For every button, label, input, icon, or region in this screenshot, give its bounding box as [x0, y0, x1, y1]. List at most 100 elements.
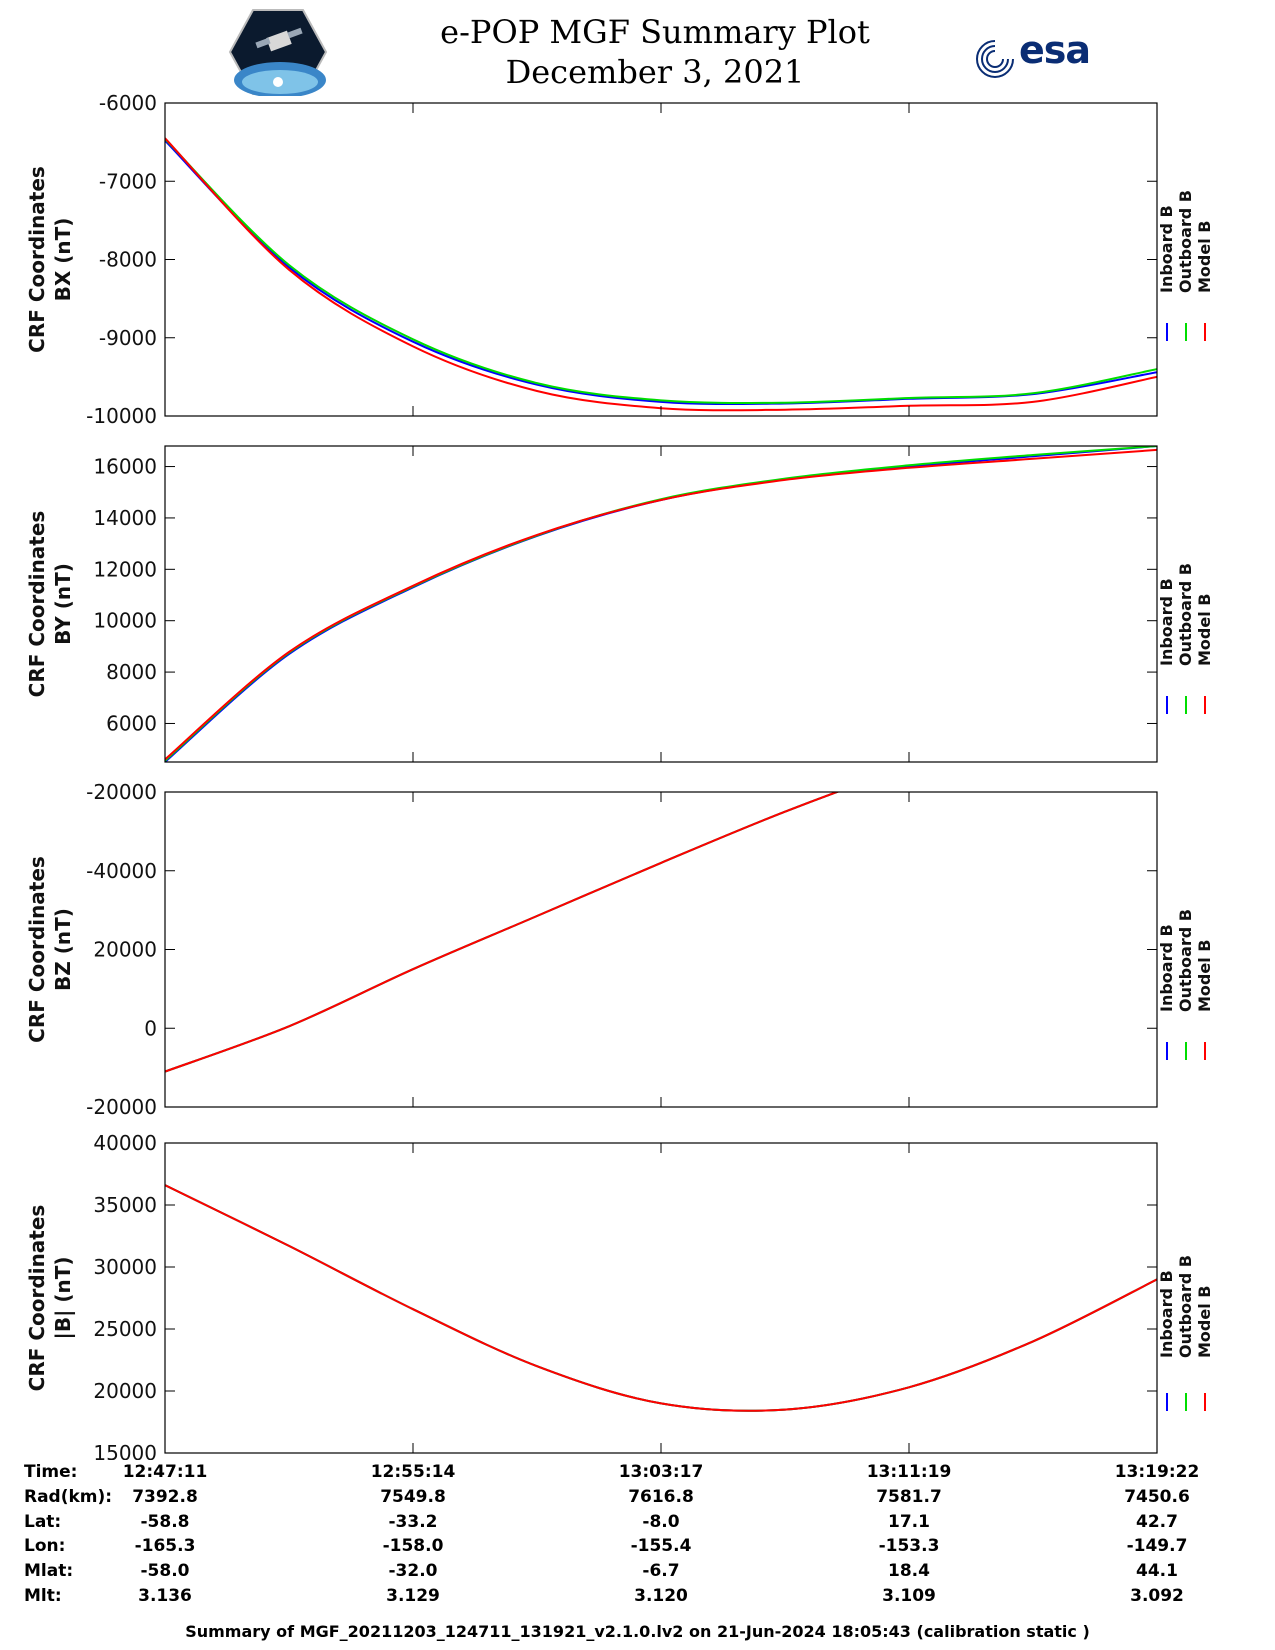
- y-tick-label: 40000: [93, 1131, 157, 1155]
- y-axis-label-line2: BY (nT): [51, 563, 75, 645]
- orbit-row-label: Lon:: [24, 1536, 66, 1557]
- orbit-cell: -58.0: [140, 1561, 190, 1582]
- y-axis-label-line2: BX (nT): [51, 218, 75, 302]
- y-tick-label: 10000: [93, 609, 157, 633]
- legend-label-inboard-b: Inboard B: [1157, 205, 1176, 293]
- legend-label-inboard-b: Inboard B: [1157, 924, 1176, 1012]
- orbit-row: Time: 12:47:11 12:55:14 13:03:17 13:11:19 13:…: [0, 1462, 1275, 1486]
- orbit-cell: 13:03:17: [618, 1462, 704, 1482]
- orbit-cell: 3.129: [386, 1586, 440, 1606]
- orbit-row-label: Lat:: [24, 1511, 62, 1532]
- y-tick-label: 6000: [106, 711, 157, 735]
- plot-frame: [164, 1142, 1158, 1454]
- series-line-model-b: [165, 448, 1157, 761]
- orbit-cell: -158.0: [382, 1536, 444, 1557]
- y-tick-label: 20000: [93, 1379, 157, 1403]
- y-tick-label: 20000: [93, 938, 157, 962]
- plot-frame: [164, 102, 1158, 417]
- legend-label-inboard-b: Inboard B: [1157, 1270, 1176, 1358]
- orbit-row: Rad(km): 7392.8 7549.8 7616.8 7581.7 7450.6: [0, 1487, 1275, 1511]
- series-line-model-b: [165, 137, 1157, 412]
- orbit-row-label: Time:: [24, 1462, 78, 1482]
- y-axis-label-line1: CRF Coordinates: [25, 166, 49, 353]
- y-tick-label: -20000: [86, 1095, 157, 1119]
- epop-cassiope-logo: [228, 8, 328, 101]
- series-line-outboard-b: [165, 1184, 1157, 1412]
- orbit-cell: 3.120: [634, 1586, 688, 1606]
- orbit-cell: 42.7: [1136, 1511, 1178, 1532]
- plot-frame: [164, 791, 1158, 1108]
- orbit-cell: -149.7: [1126, 1536, 1188, 1557]
- orbit-row-label: Rad(km):: [24, 1486, 113, 1507]
- panel-3: -20000 -40000 20000 0 -20000 CRF Coordinates B…: [25, 780, 1214, 1119]
- legend-label-inboard-b: Inboard B: [1157, 578, 1176, 666]
- panel-1: -6000 -7000 -8000 -9000 -10000 CRF Coordinate…: [25, 91, 1214, 428]
- footer-summary: Summary of MGF_20211203_124711_131921_v2…: [185, 1622, 1090, 1641]
- orbit-row-label: Mlat:: [24, 1561, 74, 1582]
- legend-label-model-b: Model B: [1195, 594, 1214, 666]
- title-line-1: e-POP MGF Summary Plot: [440, 13, 870, 51]
- series-line-outboard-b: [165, 446, 1157, 762]
- orbit-cell: 13:11:19: [866, 1462, 952, 1482]
- legend-label-model-b: Model B: [1195, 940, 1214, 1012]
- legend-label-model-b: Model B: [1195, 221, 1214, 293]
- orbit-row-label: Mlt:: [24, 1586, 62, 1606]
- series-line-inboard-b: [165, 139, 1157, 406]
- orbit-cell: 3.136: [138, 1586, 192, 1606]
- esa-logo-text: esa: [1019, 28, 1091, 72]
- title-line-2: December 3, 2021: [505, 53, 805, 91]
- orbit-cell: 18.4: [888, 1561, 930, 1582]
- orbit-cell: 12:55:14: [370, 1462, 456, 1482]
- orbit-row: Mlat: -58.0 -32.0 -6.7 18.4 44.1: [0, 1561, 1275, 1585]
- orbit-cell: -153.3: [878, 1536, 940, 1557]
- y-tick-label: -6000: [99, 91, 157, 115]
- y-tick-label: 30000: [93, 1255, 157, 1279]
- y-tick-label: -7000: [99, 169, 157, 193]
- orbit-cell: 17.1: [888, 1511, 930, 1532]
- legend-label-outboard-b: Outboard B: [1176, 1255, 1195, 1358]
- y-tick-label: 14000: [93, 506, 157, 530]
- series-line-model-b: [165, 1184, 1157, 1412]
- y-tick-label: 35000: [93, 1193, 157, 1217]
- orbit-cell: -58.8: [140, 1511, 190, 1532]
- orbit-cell: -6.7: [642, 1561, 680, 1582]
- orbit-cell: 3.109: [882, 1586, 936, 1606]
- y-tick-label: 0: [144, 1016, 157, 1040]
- y-tick-label: -10000: [86, 404, 157, 428]
- orbit-row: Lon: -165.3 -158.0 -155.4 -153.3 -149.7: [0, 1536, 1275, 1560]
- orbit-cell: 44.1: [1136, 1561, 1178, 1582]
- y-tick-label: 12000: [93, 557, 157, 581]
- y-axis-label-line2: |B| (nT): [51, 1257, 75, 1340]
- esa-logo: esa: [975, 28, 1091, 79]
- legend-label-outboard-b: Outboard B: [1176, 563, 1195, 666]
- y-tick-label: 16000: [93, 455, 157, 479]
- y-tick-label: -20000: [86, 780, 157, 804]
- orbit-cell: -165.3: [134, 1536, 196, 1557]
- orbit-cell: 7549.8: [380, 1486, 446, 1507]
- series-line-inboard-b: [165, 446, 1157, 762]
- plot-title: e-POP MGF Summary Plot December 3, 2021: [340, 12, 970, 92]
- legend-label-outboard-b: Outboard B: [1176, 190, 1195, 293]
- orbit-cell: 7581.7: [876, 1486, 942, 1507]
- orbit-cell: -33.2: [388, 1511, 438, 1532]
- y-axis-label-line1: CRF Coordinates: [25, 1205, 49, 1392]
- orbit-row: Mlt: 3.136 3.129 3.120 3.109 3.092: [0, 1586, 1275, 1610]
- y-tick-label: -40000: [86, 859, 157, 883]
- y-tick-label: 15000: [93, 1441, 157, 1460]
- orbit-table: Time: 12:47:11 12:55:14 13:03:17 13:11:19 13:…: [0, 1462, 1275, 1612]
- orbit-cell: -155.4: [630, 1536, 692, 1557]
- series-line-outboard-b: [165, 138, 1157, 404]
- legend-label-model-b: Model B: [1195, 1286, 1214, 1358]
- plot-frame: [164, 445, 1158, 763]
- orbit-cell: 3.092: [1130, 1586, 1184, 1606]
- y-tick-label: 25000: [93, 1317, 157, 1341]
- orbit-cell: -32.0: [388, 1561, 438, 1582]
- y-tick-label: -9000: [99, 326, 157, 350]
- orbit-cell: 12:47:11: [122, 1462, 208, 1482]
- y-axis-label-line1: CRF Coordinates: [25, 511, 49, 698]
- legend-label-outboard-b: Outboard B: [1176, 909, 1195, 1012]
- series-line-model-b: [165, 792, 840, 1073]
- mgf-plots: -6000 -7000 -8000 -9000 -10000 CRF Coordinate…: [25, 91, 1214, 1460]
- orbit-cell: 7392.8: [132, 1486, 198, 1507]
- y-axis-label-line2: BZ (nT): [51, 908, 75, 991]
